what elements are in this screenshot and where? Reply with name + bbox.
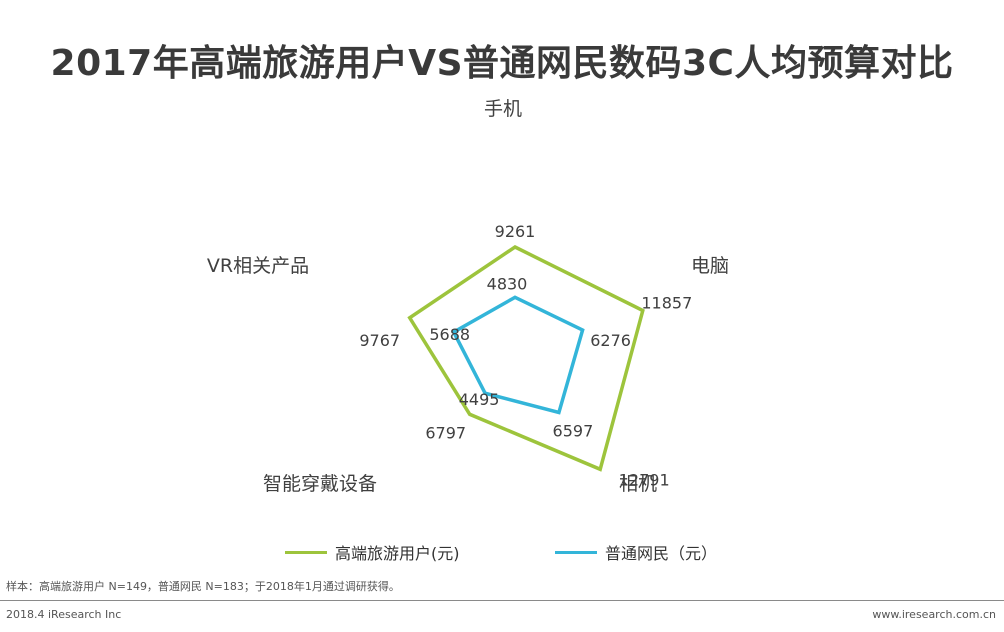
legend-item-regular: 普通网民（元） xyxy=(555,540,717,564)
data-label-premium-wearable: 6797 xyxy=(425,423,466,442)
series-line-premium xyxy=(407,244,645,472)
data-label-premium-camera: 12791 xyxy=(619,470,670,489)
data-label-premium-computer: 11857 xyxy=(641,294,692,313)
axis-label-phone: 手机 xyxy=(484,98,522,120)
footer-website: www.iresearch.com.cn xyxy=(872,608,996,621)
chart-title: 2017年高端旅游用户VS普通网民数码3C人均预算对比 xyxy=(50,43,954,84)
data-label-regular-wearable: 4495 xyxy=(459,390,500,409)
data-label-regular-vr: 5688 xyxy=(429,325,470,344)
legend-item-premium: 高端旅游用户(元) xyxy=(285,540,460,564)
axis-label-computer: 电脑 xyxy=(691,255,729,277)
legend-swatch-premium xyxy=(285,550,327,554)
axis-label-wearable: 智能穿戴设备 xyxy=(263,473,377,495)
data-label-regular-computer: 6276 xyxy=(590,331,631,350)
series-line-regular xyxy=(451,295,585,415)
axis-label-camera: 相机 xyxy=(619,473,657,495)
data-label-regular-phone: 4830 xyxy=(487,274,528,293)
legend-label-premium: 高端旅游用户(元) xyxy=(335,544,460,563)
legend-swatch-regular xyxy=(555,550,597,554)
data-label-premium-vr: 9767 xyxy=(359,331,400,350)
footer-divider xyxy=(0,600,1004,601)
data-label-regular-camera: 6597 xyxy=(553,422,594,441)
sample-note: 样本：高端旅游用户 N=149，普通网民 N=183；于2018年1月通过调研获… xyxy=(6,580,400,593)
data-label-premium-phone: 9261 xyxy=(495,222,536,241)
axis-label-vr: VR相关产品 xyxy=(207,255,309,277)
legend-label-regular: 普通网民（元） xyxy=(605,544,718,563)
footer-copyright: 2018.4 iResearch Inc xyxy=(6,608,122,621)
